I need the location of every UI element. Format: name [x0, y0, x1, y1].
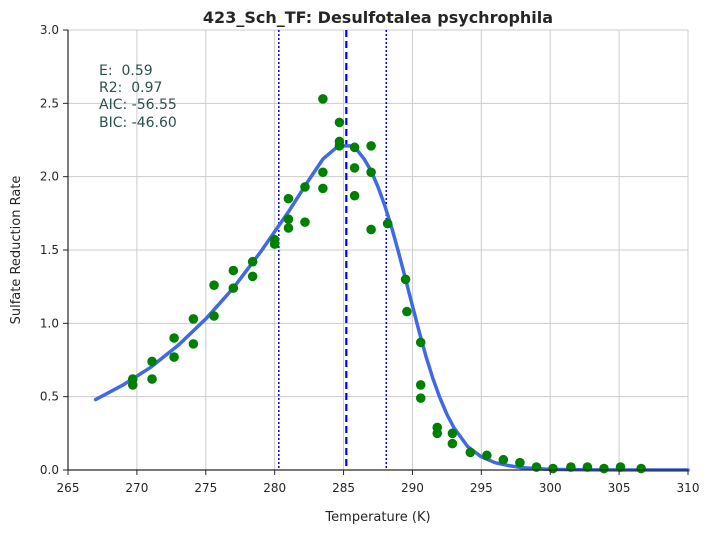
data-point-43 — [465, 447, 476, 458]
y-tick-label-6: 3.0 — [40, 23, 59, 37]
data-point-10 — [228, 265, 239, 276]
data-point-34 — [400, 274, 411, 285]
data-point-32 — [366, 224, 376, 235]
chart-title: 423_Sch_TF: Desulfotalea psychrophila — [203, 8, 553, 27]
data-point-8 — [209, 280, 219, 291]
data-point-35 — [402, 306, 412, 317]
data-point-3 — [147, 374, 157, 384]
x-tick-label-6: 295 — [470, 481, 493, 495]
data-point-22 — [318, 167, 328, 178]
data-point-23 — [318, 183, 328, 194]
x-axis-label: Temperature (K) — [324, 510, 430, 525]
y-tick-label-3: 1.5 — [40, 243, 59, 257]
data-point-28 — [349, 163, 360, 173]
stat-r2: R2: 0.97 — [99, 80, 162, 96]
x-tick-label-5: 290 — [401, 481, 424, 495]
x-tick-label-9: 310 — [677, 481, 700, 495]
x-tick-label-0: 265 — [57, 481, 80, 495]
data-point-38 — [415, 393, 426, 403]
y-tick-label-1: 0.5 — [40, 390, 59, 404]
stat-bic: BIC: -46.60 — [99, 115, 177, 131]
data-point-41 — [447, 428, 458, 439]
grid — [67, 29, 689, 471]
data-point-5 — [169, 352, 179, 362]
data-point-9 — [209, 311, 219, 321]
data-points — [127, 94, 646, 474]
data-point-33 — [382, 218, 393, 229]
data-point-18 — [283, 223, 294, 233]
y-tick-label-4: 2.0 — [40, 170, 59, 184]
data-point-27 — [349, 142, 360, 153]
y-tick-label-2: 1.0 — [40, 316, 59, 330]
data-point-26 — [334, 141, 345, 151]
data-point-36 — [415, 337, 426, 348]
data-point-40 — [432, 428, 443, 439]
y-tick-label-5: 2.5 — [40, 96, 59, 110]
axes — [63, 29, 689, 475]
x-tick-label-7: 300 — [539, 481, 562, 495]
stat-aic: AIC: -56.55 — [99, 97, 177, 113]
data-point-37 — [415, 380, 426, 390]
reference-lines — [278, 30, 388, 470]
data-point-53 — [636, 463, 646, 474]
data-point-44 — [482, 450, 492, 461]
data-point-20 — [300, 217, 310, 227]
fit-curve — [93, 144, 690, 472]
x-tick-label-1: 270 — [125, 481, 148, 495]
data-point-2 — [147, 356, 157, 367]
data-point-16 — [283, 193, 294, 204]
data-point-6 — [188, 314, 199, 324]
fit-curve-layer — [93, 144, 690, 472]
y-tick-label-0: 0.0 — [40, 463, 59, 477]
data-point-29 — [349, 190, 360, 201]
data-point-19 — [300, 182, 310, 192]
data-point-7 — [188, 339, 199, 349]
data-point-13 — [247, 271, 258, 282]
tick-labels: 265 270 275 280 285 290 295 300 305 310 0.0 0.5 1.0 1… — [40, 23, 700, 495]
data-point-1 — [127, 380, 138, 390]
x-tick-label-2: 275 — [194, 481, 217, 495]
x-tick-label-3: 280 — [263, 481, 286, 495]
stat-e: E: 0.59 — [99, 63, 153, 79]
data-point-11 — [228, 283, 239, 293]
data-point-42 — [447, 438, 458, 449]
x-tick-label-8: 305 — [608, 481, 631, 495]
data-point-30 — [366, 141, 376, 151]
data-point-15 — [269, 239, 280, 249]
x-tick-label-4: 285 — [332, 481, 355, 495]
data-point-48 — [548, 463, 558, 474]
data-point-24 — [334, 117, 345, 128]
data-point-31 — [366, 167, 376, 178]
data-point-46 — [515, 457, 525, 468]
data-point-17 — [283, 214, 294, 224]
y-axis-label: Sulfate Reduction Rate — [9, 176, 24, 325]
data-point-4 — [169, 333, 179, 343]
data-point-12 — [247, 256, 258, 267]
data-point-45 — [498, 454, 509, 465]
data-point-21 — [318, 94, 328, 104]
data-point-51 — [599, 463, 609, 474]
